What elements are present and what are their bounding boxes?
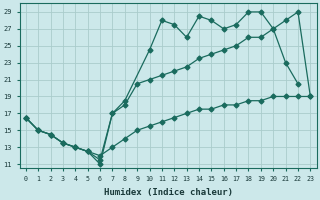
- X-axis label: Humidex (Indice chaleur): Humidex (Indice chaleur): [104, 188, 233, 197]
